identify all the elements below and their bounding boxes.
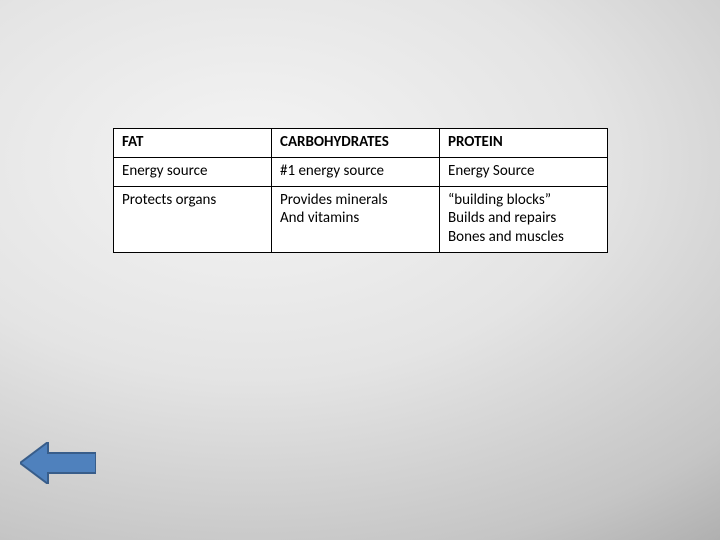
slide-canvas: FAT CARBOHYDRATES PROTEIN Energy source … [0,0,720,540]
table-row: Energy source #1 energy source Energy So… [114,157,608,186]
col-header-prot: PROTEIN [440,129,608,158]
cell-carb-1: Provides mineralsAnd vitamins [272,186,440,252]
nutrients-table: FAT CARBOHYDRATES PROTEIN Energy source … [113,128,608,253]
cell-carb-0: #1 energy source [272,157,440,186]
cell-fat-1: Protects organs [114,186,272,252]
col-header-carb: CARBOHYDRATES [272,129,440,158]
col-header-fat: FAT [114,129,272,158]
cell-prot-0: Energy Source [440,157,608,186]
cell-prot-1: “building blocks”Builds and repairsBones… [440,186,608,252]
table-header-row: FAT CARBOHYDRATES PROTEIN [114,129,608,158]
table-row: Protects organs Provides mineralsAnd vit… [114,186,608,252]
arrow-shape [20,442,96,484]
cell-fat-0: Energy source [114,157,272,186]
back-arrow-icon[interactable] [20,442,96,484]
